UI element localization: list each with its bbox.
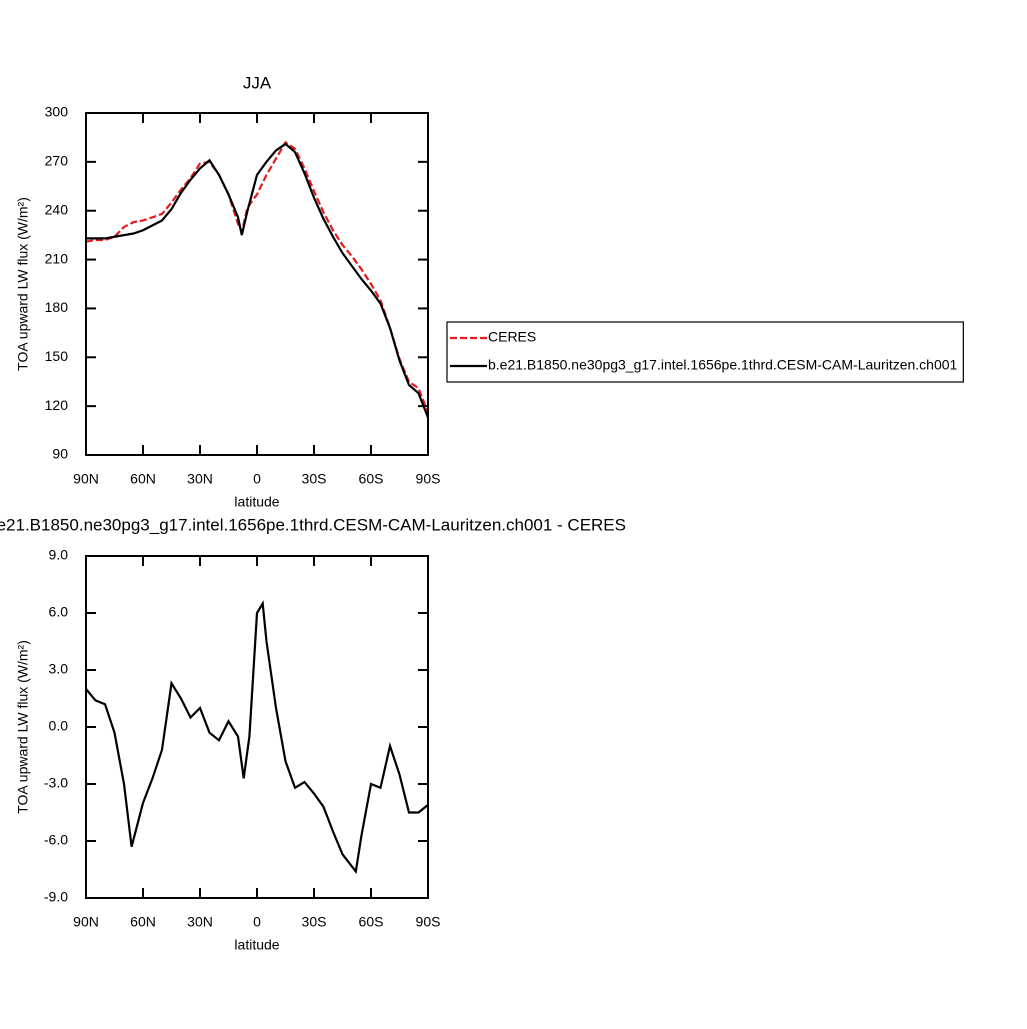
x-axis-label: latitude [234, 937, 279, 953]
y-tick-label: -9.0 [44, 889, 68, 905]
x-tick-label: 30N [187, 914, 213, 930]
y-axis-label: TOA upward LW flux (W/m²) [15, 197, 31, 371]
y-tick-label: 150 [45, 348, 69, 364]
x-axis-label: latitude [234, 494, 279, 510]
y-tick-label: 270 [45, 153, 69, 169]
y-tick-label: 3.0 [49, 661, 69, 677]
y-tick-label: 180 [45, 299, 69, 315]
legend: CERES b.e21.B1850.ne30pg3_g17.intel.1656p… [446, 321, 964, 383]
y-tick-label: 120 [45, 397, 69, 413]
x-tick-label: 60N [130, 471, 156, 487]
x-tick-label: 90S [416, 914, 441, 930]
x-tick-label: 30S [302, 471, 327, 487]
plot-frame [85, 555, 429, 899]
y-axis-label: TOA upward LW flux (W/m²) [15, 640, 31, 814]
y-tick-label: 300 [45, 104, 69, 120]
x-tick-label: 30N [187, 471, 213, 487]
y-tick-label: 210 [45, 250, 69, 266]
legend-label: CERES [488, 329, 536, 345]
x-tick-label: 0 [253, 914, 261, 930]
y-tick-label: 0.0 [49, 718, 69, 734]
y-tick-label: -6.0 [44, 832, 68, 848]
y-tick-label: 240 [45, 201, 69, 217]
x-tick-label: 90N [73, 471, 99, 487]
x-tick-label: 60S [359, 914, 384, 930]
chart-title: b.e21.B1850.ne30pg3_g17.intel.1656pe.1th… [0, 515, 626, 534]
y-tick-label: -3.0 [44, 775, 68, 791]
data-line [85, 600, 429, 875]
data-line [85, 140, 430, 414]
y-tick-label: 90 [52, 446, 68, 462]
chart-title: JJA [243, 73, 272, 92]
legend-label: b.e21.B1850.ne30pg3_g17.intel.1656pe.1th… [488, 357, 958, 373]
x-tick-label: 60N [130, 914, 156, 930]
x-tick-label: 90N [73, 914, 99, 930]
x-tick-label: 0 [253, 471, 261, 487]
legend-frame [446, 321, 964, 383]
x-tick-label: 30S [302, 914, 327, 930]
plot-frame [85, 112, 429, 456]
x-tick-label: 60S [359, 471, 384, 487]
data-line [86, 142, 430, 418]
x-tick-label: 90S [416, 471, 441, 487]
y-tick-label: 9.0 [49, 547, 69, 563]
y-tick-label: 6.0 [49, 604, 69, 620]
